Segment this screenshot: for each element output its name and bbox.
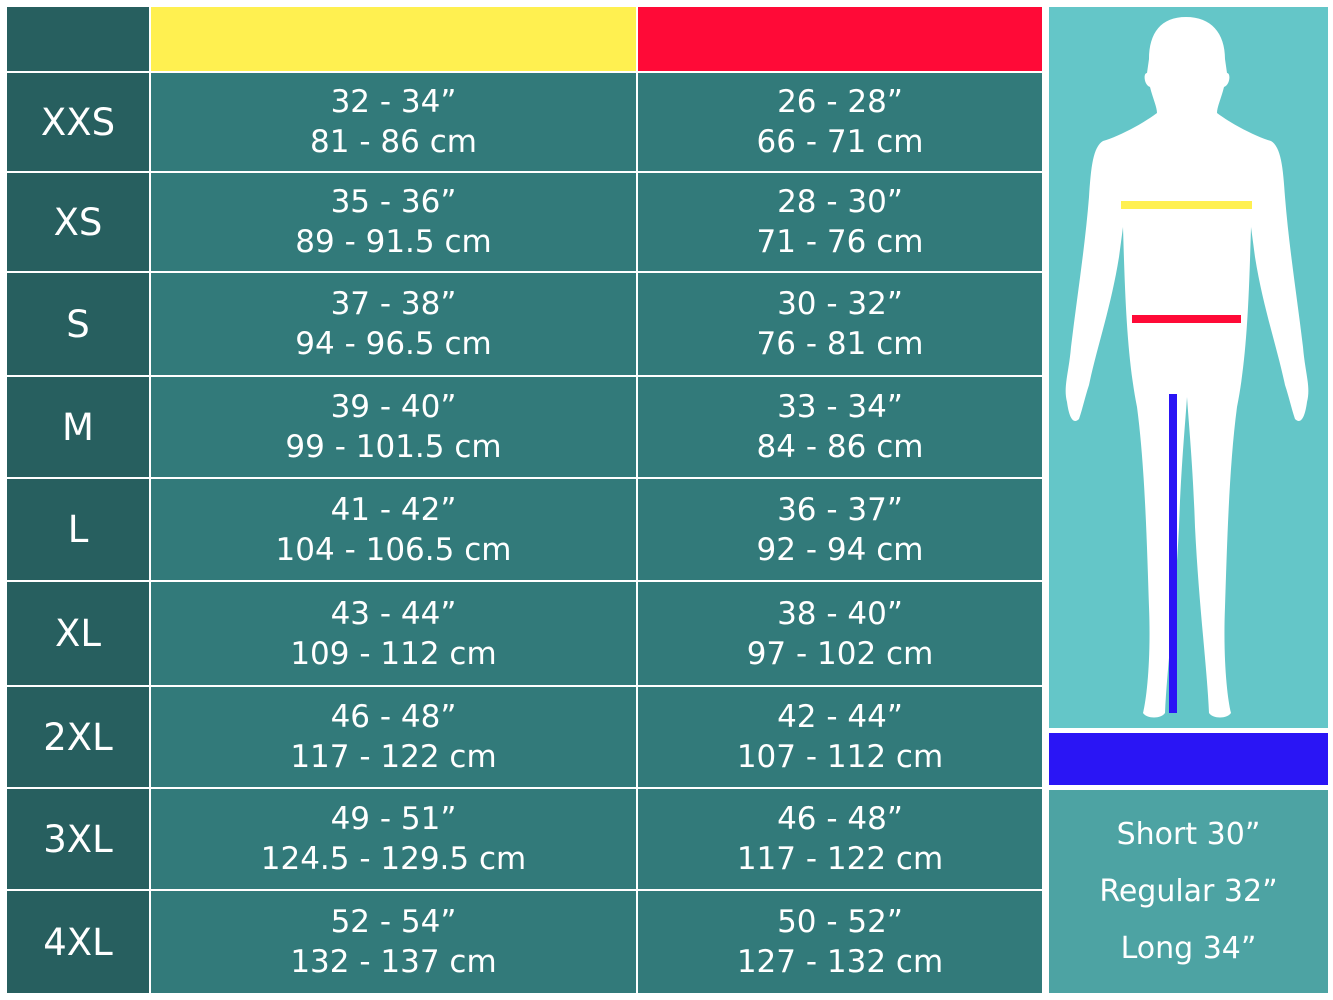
length-long: Long 34” — [1120, 931, 1257, 966]
inseam-measure-line — [1169, 394, 1177, 713]
waist-inches: 38 - 40” — [777, 595, 903, 632]
size-label: S — [7, 273, 149, 375]
chest-cell: 52 - 54” 132 - 137 cm — [151, 891, 636, 993]
chest-inches: 39 - 40” — [330, 389, 457, 425]
waist-cell: 33 - 34” 84 - 86 cm — [638, 377, 1042, 477]
waist-cell: 30 - 32” 76 - 81 cm — [638, 273, 1042, 375]
waist-inches: 26 - 28” — [777, 84, 903, 120]
size-label: L — [7, 479, 149, 580]
size-label: 2XL — [7, 687, 149, 787]
waist-inches: 28 - 30” — [777, 184, 903, 220]
size-label: 3XL — [7, 789, 149, 889]
body-silhouette-icon — [1065, 17, 1309, 718]
waist-cm: 117 - 122 cm — [736, 841, 944, 877]
waist-cm: 107 - 112 cm — [736, 739, 944, 775]
size-label: XS — [7, 173, 149, 271]
chest-cm: 99 - 101.5 cm — [285, 429, 502, 465]
chest-cm: 104 - 106.5 cm — [275, 531, 512, 568]
length-short: Short 30” — [1116, 817, 1261, 852]
inseam-lengths: Short 30” Regular 32” Long 34” — [1049, 790, 1328, 993]
chest-cell: 43 - 44” 109 - 112 cm — [151, 582, 636, 685]
waist-inches: 30 - 32” — [777, 286, 903, 322]
waist-inches: 36 - 37” — [777, 491, 903, 528]
chest-cell: 46 - 48” 117 - 122 cm — [151, 687, 636, 787]
chest-inches: 35 - 36” — [330, 184, 457, 220]
chest-inches: 46 - 48” — [330, 699, 457, 735]
chest-cm: 117 - 122 cm — [290, 739, 497, 775]
chest-inches: 43 - 44” — [330, 595, 457, 632]
chest-inches: 52 - 54” — [330, 904, 457, 940]
waist-cell: 38 - 40” 97 - 102 cm — [638, 582, 1042, 685]
chest-cm: 124.5 - 129.5 cm — [260, 841, 527, 877]
waist-cm: 71 - 76 cm — [756, 224, 924, 260]
waist-inches: 33 - 34” — [777, 389, 903, 425]
chest-cm: 109 - 112 cm — [290, 635, 497, 672]
chest-header-swatch — [151, 7, 636, 71]
chest-measure-line — [1121, 201, 1252, 209]
size-label: XXS — [7, 73, 149, 171]
waist-cm: 84 - 86 cm — [756, 429, 924, 465]
waist-cm: 97 - 102 cm — [746, 635, 934, 672]
chest-cell: 32 - 34” 81 - 86 cm — [151, 73, 636, 171]
chest-cell: 49 - 51” 124.5 - 129.5 cm — [151, 789, 636, 889]
waist-cell: 28 - 30” 71 - 76 cm — [638, 173, 1042, 271]
waist-inches: 50 - 52” — [777, 904, 903, 940]
waist-cell: 46 - 48” 117 - 122 cm — [638, 789, 1042, 889]
length-regular: Regular 32” — [1099, 874, 1278, 909]
size-label: M — [7, 377, 149, 477]
waist-cm: 66 - 71 cm — [756, 124, 924, 160]
waist-header-swatch — [638, 7, 1042, 71]
chest-inches: 41 - 42” — [330, 491, 457, 528]
waist-measure-line — [1132, 315, 1241, 323]
waist-cell: 42 - 44” 107 - 112 cm — [638, 687, 1042, 787]
chest-cell: 37 - 38” 94 - 96.5 cm — [151, 273, 636, 375]
chest-cell: 35 - 36” 89 - 91.5 cm — [151, 173, 636, 271]
waist-cell: 26 - 28” 66 - 71 cm — [638, 73, 1042, 171]
waist-cm: 127 - 132 cm — [736, 944, 944, 980]
waist-inches: 46 - 48” — [777, 801, 903, 837]
chest-inches: 37 - 38” — [330, 286, 457, 322]
chest-cm: 94 - 96.5 cm — [295, 326, 492, 362]
inseam-swatch — [1049, 733, 1328, 785]
waist-cell: 50 - 52” 127 - 132 cm — [638, 891, 1042, 993]
waist-cell: 36 - 37” 92 - 94 cm — [638, 479, 1042, 580]
chest-inches: 49 - 51” — [330, 801, 457, 837]
chest-cm: 89 - 91.5 cm — [295, 224, 492, 260]
waist-cm: 92 - 94 cm — [756, 531, 924, 568]
chest-cell: 41 - 42” 104 - 106.5 cm — [151, 479, 636, 580]
body-figure — [1049, 7, 1328, 728]
waist-cm: 76 - 81 cm — [756, 326, 924, 362]
chest-cm: 81 - 86 cm — [310, 124, 477, 160]
chest-inches: 32 - 34” — [330, 84, 457, 120]
size-label: XL — [7, 582, 149, 685]
chest-cm: 132 - 137 cm — [290, 944, 497, 980]
size-label: 4XL — [7, 891, 149, 993]
waist-inches: 42 - 44” — [777, 699, 903, 735]
chest-cell: 39 - 40” 99 - 101.5 cm — [151, 377, 636, 477]
header-corner — [7, 7, 149, 71]
